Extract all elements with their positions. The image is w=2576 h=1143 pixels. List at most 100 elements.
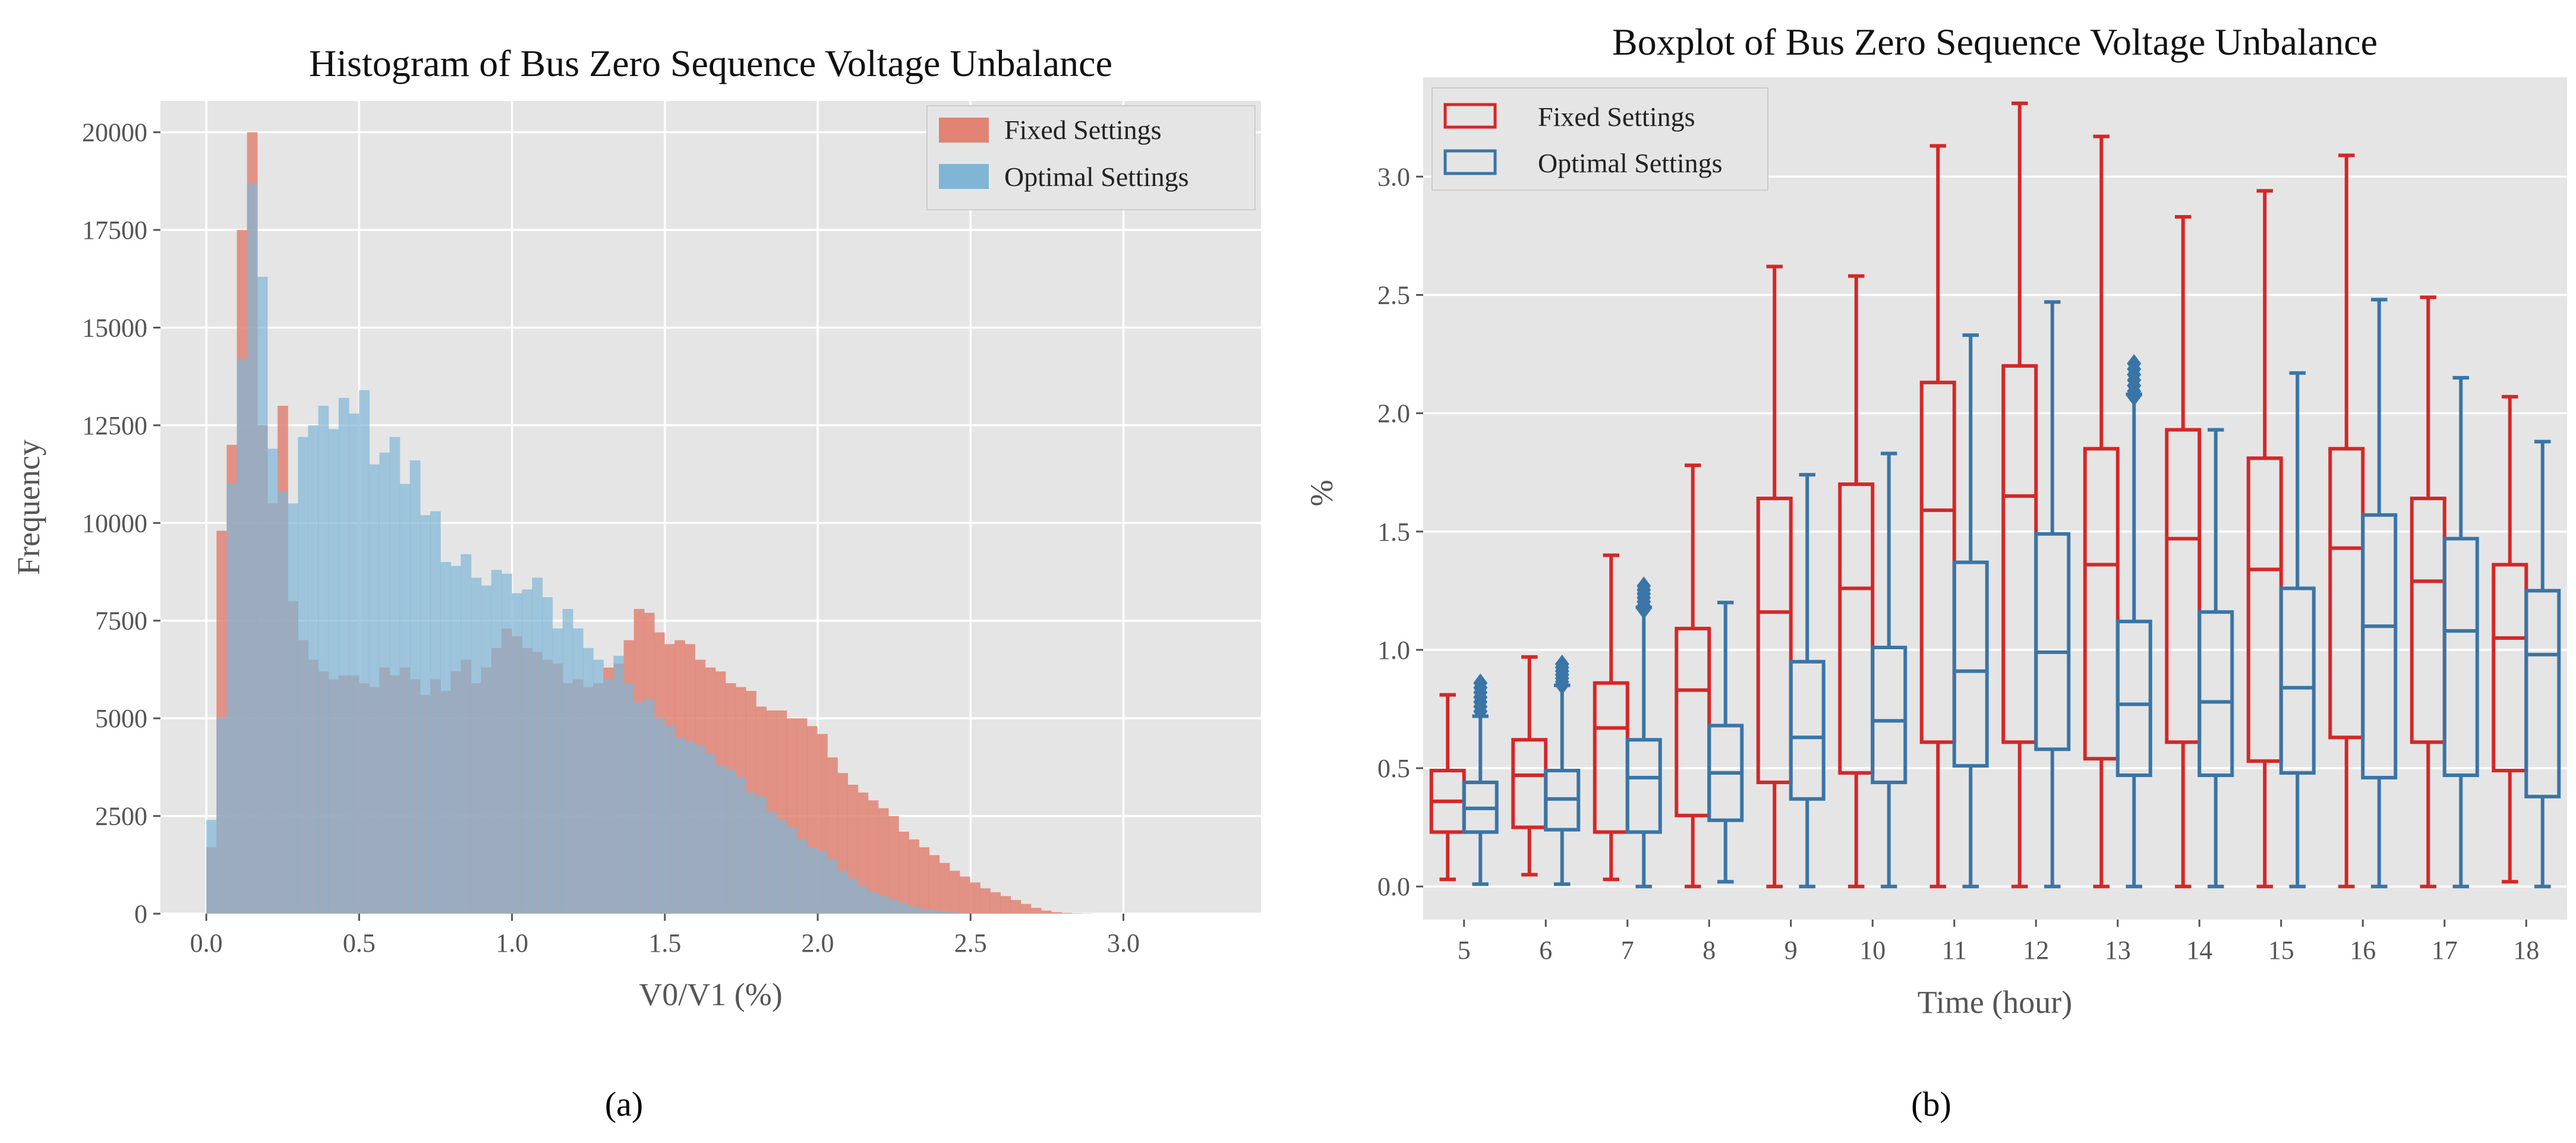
histogram-bar	[806, 847, 818, 914]
histogram-bar	[338, 397, 349, 914]
histogram-title: Histogram of Bus Zero Sequence Voltage U…	[309, 42, 1112, 84]
histogram-bar	[817, 851, 828, 914]
histogram-bar	[725, 769, 736, 914]
histogram-bar	[735, 776, 746, 914]
histogram-bar	[562, 609, 573, 914]
histogram-bar	[888, 899, 899, 914]
boxplot-box	[2197, 428, 2234, 889]
boxplot-box	[1756, 264, 1793, 889]
histogram-bar	[461, 554, 472, 914]
histogram-x-tick-label: 0.5	[343, 929, 376, 958]
boxplot-y-tick-label: 1.0	[1377, 636, 1410, 665]
histogram-bar	[1051, 912, 1062, 914]
histogram-bar	[664, 726, 675, 914]
histogram-y-tick-label: 15000	[82, 313, 147, 342]
histogram-bar	[776, 820, 787, 914]
histogram-bar	[715, 765, 726, 914]
boxplot-x-tick-label: 17	[2432, 936, 2458, 965]
histogram-chart: 0 2500 5000 7500 10000 12500 15000 17500 20000 0.…	[11, 42, 1261, 1012]
boxplot-box	[1789, 473, 1825, 889]
histogram-y-tick-label: 10000	[82, 509, 147, 538]
histogram-bar	[674, 738, 685, 914]
histogram-legend-swatch-optimal	[939, 164, 989, 189]
boxplot-iqr-box	[1625, 738, 1662, 834]
boxplot-iqr-box	[2034, 532, 2071, 752]
histogram-legend-swatch-fixed	[939, 118, 989, 143]
histogram-bar	[939, 911, 950, 914]
histogram-bar	[857, 792, 869, 914]
histogram-bar	[247, 183, 258, 914]
boxplot-x-tick-label: 14	[2186, 936, 2212, 965]
histogram-bar	[409, 460, 421, 914]
histogram-bar	[919, 909, 930, 914]
histogram-bar	[695, 746, 706, 914]
boxplot-outlier-marker	[2127, 353, 2142, 373]
boxplot-y-axis-label: %	[1304, 480, 1339, 507]
boxplot-x-tick-label: 12	[2023, 936, 2049, 965]
histogram-bar	[746, 792, 756, 914]
histogram-bar	[359, 390, 370, 914]
boxplot-box	[2165, 215, 2202, 889]
caption-a: (a)	[605, 1085, 643, 1123]
histogram-bar	[1030, 908, 1042, 914]
histogram-bar	[919, 847, 930, 914]
histogram-bar	[399, 484, 411, 914]
boxplot-x-tick-label: 15	[2268, 936, 2294, 965]
histogram-bar	[420, 515, 431, 914]
boxplot-chart: 0.0 0.5 1.0 1.5 2.0 2.5 3.0 5 6 7 8 9 10 11 12 13 14 15 16…	[1304, 21, 2567, 1020]
histogram-bar	[298, 437, 309, 914]
histogram-bar	[1061, 912, 1072, 914]
histogram-bar	[827, 858, 838, 914]
boxplot-ticks: 0.0 0.5 1.0 1.5 2.0 2.5 3.0 5 6 7 8 9 10 11 12 13 14 15 16…	[1377, 162, 2539, 965]
histogram-bar	[328, 429, 339, 914]
histogram-bar	[369, 464, 380, 914]
histogram-bar	[990, 892, 1001, 914]
histogram-bar	[267, 449, 278, 914]
boxplot-x-tick-label: 13	[2105, 936, 2131, 965]
histogram-y-tick-label: 0	[134, 899, 147, 929]
histogram-bar	[603, 679, 614, 914]
boxplot-box	[1871, 451, 1907, 889]
boxplot-legend-swatch-optimal	[1443, 149, 1497, 175]
boxplot-y-tick-label: 0.5	[1377, 754, 1410, 783]
histogram-bar	[450, 566, 462, 914]
boxplot-outlier-marker	[1473, 673, 1488, 693]
histogram-bar	[654, 718, 665, 914]
histogram-bar	[949, 870, 960, 914]
histogram-bar	[308, 425, 319, 914]
histogram-bar	[216, 718, 228, 914]
histogram-bar	[949, 912, 960, 914]
histogram-bar	[512, 593, 522, 914]
histogram-bar	[959, 876, 970, 914]
histogram-x-tick-label: 2.0	[802, 929, 834, 958]
histogram-bar	[318, 406, 329, 914]
histogram-bar	[471, 577, 482, 914]
histogram-bar	[491, 570, 502, 914]
boxplot-box	[1675, 463, 1711, 889]
boxplot-box	[1511, 655, 1548, 877]
boxplot-iqr-box	[2524, 589, 2561, 798]
boxplot-x-tick-label: 9	[1784, 936, 1798, 965]
boxplot-x-tick-label: 18	[2513, 936, 2539, 965]
histogram-bar	[939, 863, 950, 914]
histogram-bar	[685, 741, 696, 914]
histogram-bar	[1071, 913, 1083, 914]
histogram-bar	[756, 796, 767, 914]
histogram-bar	[481, 585, 492, 914]
histogram-x-tick-label: 2.5	[954, 929, 987, 958]
histogram-x-tick-label: 3.0	[1107, 929, 1140, 958]
boxplot-iqr-box	[2165, 428, 2202, 744]
histogram-x-tick-label: 1.0	[496, 929, 528, 958]
histogram-y-axis-label: Frequency	[11, 440, 46, 575]
boxplot-box	[2361, 298, 2398, 889]
histogram-bar	[909, 907, 919, 914]
histogram-bar	[980, 888, 991, 914]
boxplot-x-tick-label: 8	[1702, 936, 1716, 965]
boxplot-x-tick-label: 7	[1621, 936, 1634, 965]
boxplot-box	[1625, 576, 1662, 889]
boxplot-box	[1462, 673, 1499, 886]
boxplot-box	[2524, 440, 2561, 889]
boxplot-outlier-marker	[1555, 654, 1569, 674]
histogram-bar	[888, 816, 899, 914]
histogram-bar	[379, 452, 390, 914]
